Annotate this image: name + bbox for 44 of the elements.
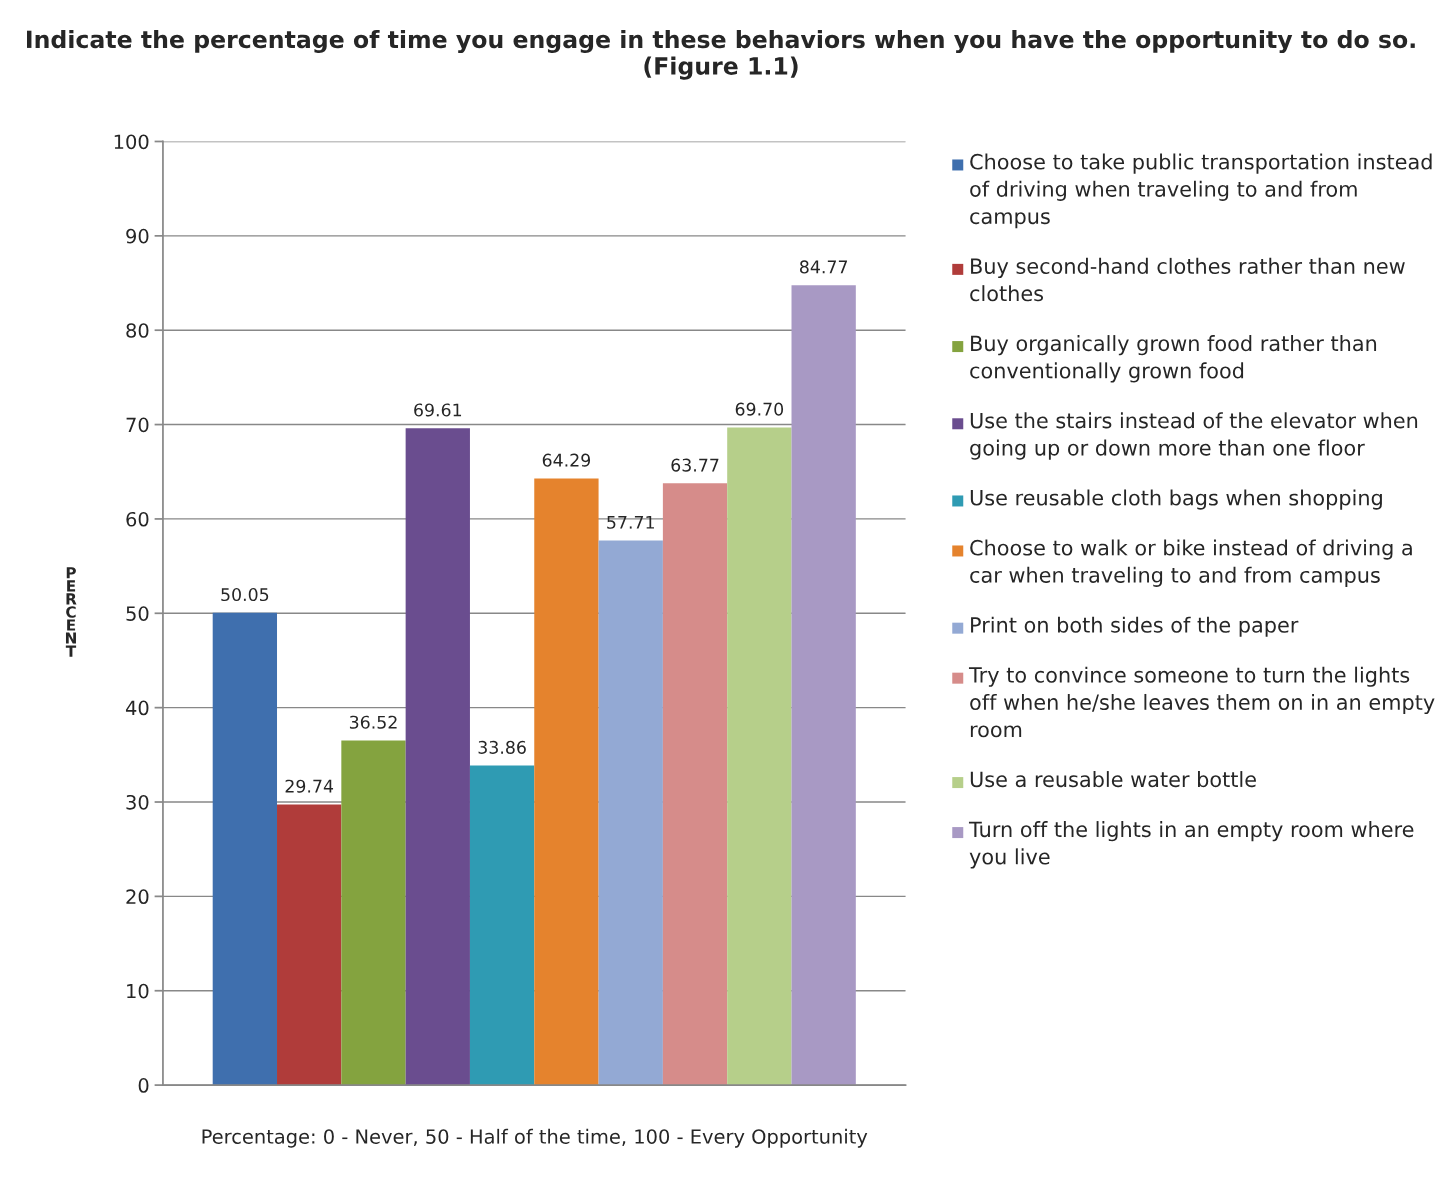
legend-label: Buy second-hand clothes rather than new clothes <box>970 257 1405 302</box>
y-tick-label: 90 <box>126 228 149 244</box>
y-tick-label: 20 <box>126 889 149 905</box>
legend-label: Try to convince someone to turn the lights off when he/she leaves them on in an empty room <box>968 666 1435 738</box>
bar <box>534 478 599 1086</box>
y-tick-label: 60 <box>126 511 149 527</box>
data-label: 64.29 <box>542 453 591 467</box>
bar <box>662 483 728 1086</box>
y-tick-label: 100 <box>114 134 149 150</box>
bar <box>598 540 663 1086</box>
bar <box>405 428 470 1086</box>
y-tick-label: 70 <box>126 417 149 433</box>
bar <box>469 765 535 1086</box>
y-tick-label: 50 <box>126 606 149 621</box>
y-tick-label: 40 <box>125 700 149 716</box>
data-label: 29.74 <box>285 779 334 793</box>
legend-label: Choose to walk or bike instead of driving a car when traveling to and from campus <box>970 539 1412 587</box>
bar <box>791 285 856 1086</box>
data-label: 69.61 <box>414 403 462 417</box>
legend-label: Use a reusable water bottle <box>970 771 1256 788</box>
data-label: 84.77 <box>799 260 848 274</box>
x-axis-title: Percentage: 0 - Never, 50 - Half of the time, 100 - Every Opportunity <box>202 1128 868 1148</box>
legend-label: Print on both sides of the paper <box>971 616 1299 637</box>
data-label: 33.86 <box>478 740 526 754</box>
chart-title: Indicate the percentage of time you engage in these behaviors when you have the opportunity to do so. (Figure 1.1) <box>26 29 1415 80</box>
data-label: 63.77 <box>671 458 719 472</box>
legend-label: Turn off the lights in an empty room where you live <box>968 821 1414 869</box>
bar <box>212 612 278 1086</box>
y-tick-label: 10 <box>127 983 149 999</box>
legend-label: Choose to take public transportation instead of driving when traveling to and from campus <box>970 153 1432 229</box>
y-tick-label: 80 <box>126 323 149 338</box>
data-label: 36.52 <box>349 715 397 729</box>
bar <box>727 427 792 1086</box>
y-tick-label: 0 <box>138 1078 149 1093</box>
y-tick-label: 30 <box>126 794 149 810</box>
data-label: 69.70 <box>735 402 784 416</box>
bar <box>277 804 342 1086</box>
legend-label: Buy organically grown food rather than conventionally grown food <box>970 335 1377 383</box>
legend-label: Use reusable cloth bags when shopping <box>970 489 1382 510</box>
data-label: 50.05 <box>221 587 269 602</box>
data-label: 57.71 <box>607 515 654 529</box>
bar <box>341 740 406 1086</box>
y-axis-title: PERCENT <box>65 567 77 657</box>
legend-label: Use the stairs instead of the elevator when going up or down more than one floor <box>970 412 1418 460</box>
